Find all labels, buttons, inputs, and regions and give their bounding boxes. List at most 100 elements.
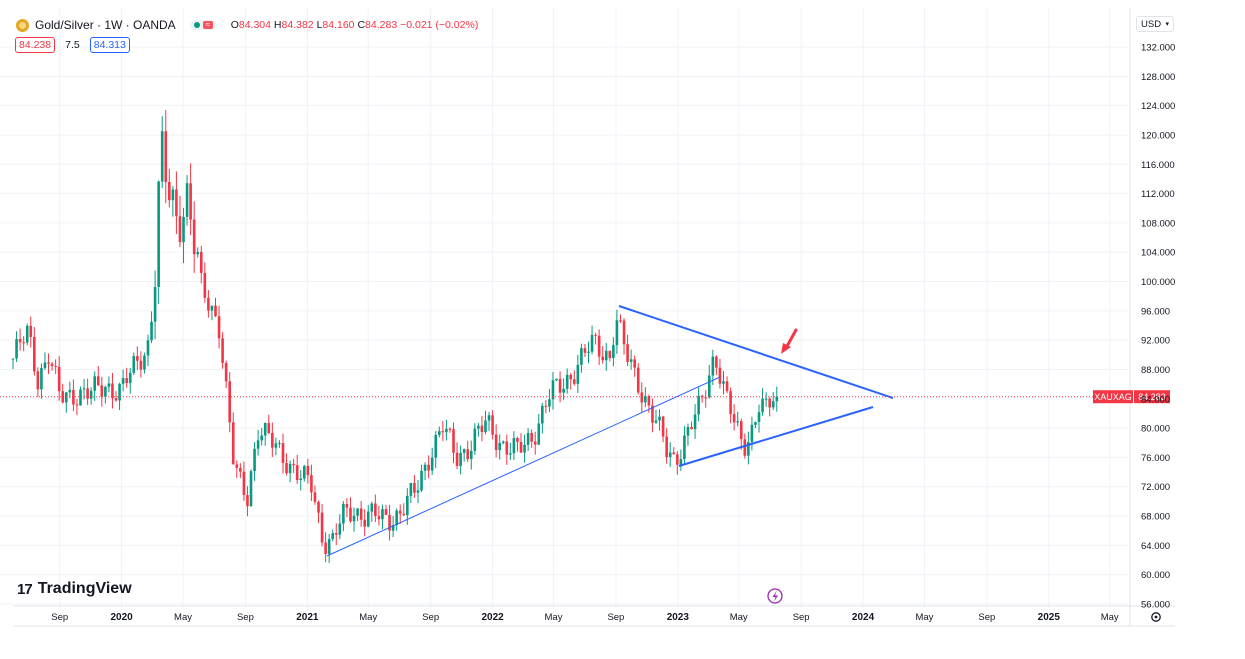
candle — [171, 185, 175, 217]
triangle-upper-trendline[interactable] — [618, 305, 894, 399]
lightning-event-icon[interactable] — [767, 588, 783, 604]
x-tick-label: 2022 — [481, 612, 504, 623]
candle — [327, 534, 331, 564]
candle-body — [75, 404, 79, 406]
candle — [420, 464, 423, 493]
candle-body — [491, 415, 494, 435]
candle — [541, 402, 544, 434]
price-axis[interactable]: 56.000 60.000 64.000 68.000 72.000 76.000 80.0… — [1141, 43, 1175, 611]
candle-body — [175, 189, 178, 217]
market-status[interactable]: ≈ — [189, 20, 217, 30]
candle — [459, 445, 462, 475]
candle — [178, 195, 182, 248]
candle — [164, 110, 168, 204]
candle — [292, 458, 295, 474]
candle — [196, 247, 200, 258]
candle-body — [562, 388, 565, 393]
candle — [33, 327, 36, 376]
candle — [644, 387, 647, 408]
candle — [658, 409, 661, 431]
candle — [601, 346, 605, 364]
y-tick-label: 108.000 — [1141, 218, 1175, 229]
candle — [604, 343, 608, 371]
y-tick-label: 84.000 — [1141, 394, 1170, 405]
candle-body — [590, 334, 594, 352]
candle-body — [22, 342, 25, 344]
candle-body — [406, 495, 409, 516]
rising-support-trendline[interactable] — [326, 376, 721, 557]
candle — [569, 372, 573, 390]
candle-body — [242, 471, 246, 496]
candle — [295, 454, 299, 484]
candle — [75, 398, 79, 416]
candle — [281, 433, 285, 474]
trendlines[interactable] — [326, 305, 894, 557]
candle-body — [217, 316, 221, 339]
candle — [597, 329, 601, 365]
candle — [150, 311, 153, 344]
candle — [523, 434, 526, 463]
candle-body — [587, 351, 590, 353]
candle-body — [331, 533, 335, 540]
tradingview-logo[interactable]: 17 TradingView — [17, 580, 132, 598]
ohlc-high-label: H — [273, 19, 282, 31]
candle — [40, 363, 43, 399]
candle — [128, 367, 132, 394]
candle-body — [764, 398, 768, 400]
candle-body — [615, 320, 619, 346]
candle-body — [281, 443, 285, 464]
candle — [587, 341, 590, 364]
candle-body — [79, 389, 82, 406]
candle-body — [555, 378, 558, 381]
candle — [434, 431, 438, 469]
x-tick-label: 2024 — [852, 612, 875, 623]
ohlc-high-value: 84.382 — [281, 19, 314, 31]
candle — [690, 421, 693, 430]
candle — [505, 434, 509, 465]
candle-body — [246, 495, 249, 507]
settings-icon[interactable] — [1151, 612, 1161, 622]
x-tick-label: Sep — [978, 612, 995, 623]
candle-body — [29, 325, 33, 337]
x-tick-label: Sep — [422, 612, 439, 623]
candle-body — [501, 441, 505, 443]
candle-body — [771, 401, 775, 408]
candle-body — [33, 336, 36, 372]
candle-body — [285, 463, 288, 474]
candle-body — [462, 449, 466, 453]
event-bolt — [772, 591, 778, 602]
x-tick-label: 2025 — [1038, 612, 1061, 623]
candle — [423, 462, 427, 481]
y-tick-label: 72.000 — [1141, 482, 1170, 493]
candle-body — [509, 453, 512, 455]
overlays: XAUXAG 84.283 — [0, 328, 1170, 604]
candle-body — [231, 422, 235, 465]
candle — [761, 388, 764, 416]
triangle-lower-trendline[interactable] — [678, 406, 874, 467]
candle — [132, 352, 136, 375]
candle-body — [260, 435, 263, 441]
x-tick-label: May — [730, 612, 748, 623]
candle-body — [512, 437, 516, 454]
candle-body — [768, 398, 771, 408]
candle — [366, 505, 370, 528]
candle-body — [224, 362, 228, 382]
candle — [249, 469, 253, 507]
candle — [722, 371, 725, 395]
y-tick-label: 128.000 — [1141, 72, 1175, 83]
candle — [64, 391, 68, 413]
buy-price-button[interactable]: 84.313 — [89, 37, 130, 53]
time-axis[interactable]: Sep 2020 May Sep 2021 May Sep 2022 May Sep 2023 May… — [51, 612, 1161, 623]
price-change: −0.021 (−0.02%) — [400, 19, 479, 31]
sell-price-button[interactable]: 84.238 — [15, 37, 56, 53]
currency-selector[interactable]: USD ▾ — [1136, 16, 1174, 32]
y-tick-label: 92.000 — [1141, 336, 1170, 347]
x-tick-label: May — [1101, 612, 1119, 623]
spread-value: 7.5 — [65, 39, 80, 51]
symbol-title[interactable]: Gold/Silver · 1W · OANDA — [35, 18, 176, 32]
candle-body — [104, 386, 107, 397]
candle — [89, 387, 93, 405]
candle-body — [668, 452, 672, 458]
